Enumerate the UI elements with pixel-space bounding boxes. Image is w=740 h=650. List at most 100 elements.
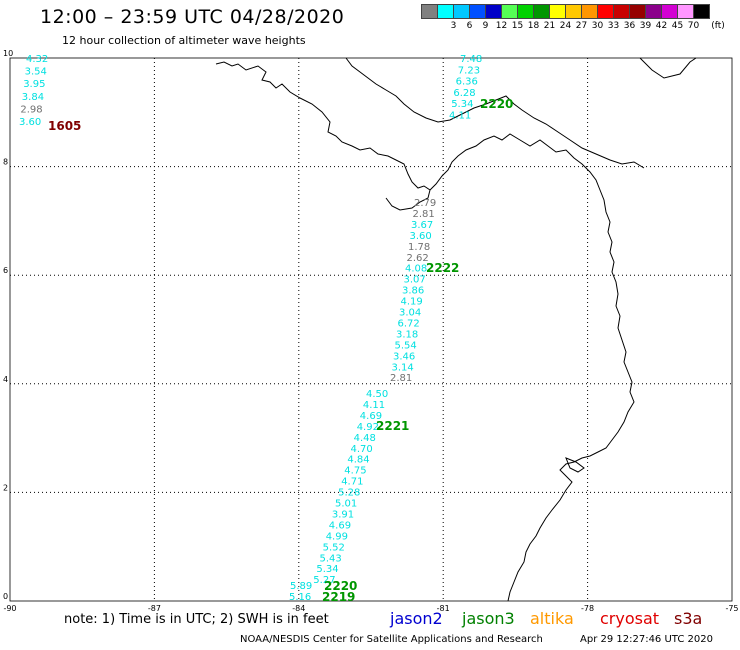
wave-height-value: 5.34 [316, 564, 338, 575]
wave-height-value: 3.86 [402, 286, 424, 297]
wave-height-value: 7.23 [458, 65, 480, 76]
credit-line: NOAA/NESDIS Center for Satellite Applica… [240, 634, 543, 645]
legend-jason2: jason2 [390, 609, 443, 628]
wave-height-value: 3.07 [404, 275, 426, 286]
wave-height-value: 3.04 [399, 308, 421, 319]
pass-time-label: 2220 [480, 97, 513, 111]
wave-height-value: 2.81 [390, 373, 412, 384]
wave-height-value: 4.92 [357, 422, 379, 433]
coastline [215, 61, 635, 602]
map-subtitle: 12 hour collection of altimeter wave hei… [62, 34, 306, 47]
wave-height-value: 2.81 [413, 209, 435, 220]
wave-height-value: 5.52 [323, 542, 345, 553]
color-scale-label: 12 [495, 21, 508, 31]
pass-time-label: 2222 [426, 261, 459, 275]
lat-tick-label: 2 [3, 483, 8, 492]
wave-height-value: 4.69 [360, 411, 382, 422]
generated-timestamp: Apr 29 12:27:46 UTC 2020 [580, 634, 713, 645]
color-scale-swatch [693, 4, 710, 19]
color-scale-label: 30 [591, 21, 604, 31]
coastline-north [345, 57, 645, 169]
lat-tick-label: 10 [3, 49, 13, 58]
color-scale-label: 3 [450, 21, 457, 31]
wave-height-value: 4.19 [401, 297, 423, 308]
color-scale-label: 36 [623, 21, 636, 31]
wave-height-value: 3.14 [392, 362, 414, 373]
lon-tick-label: -81 [437, 604, 450, 613]
wave-height-value: 4.71 [341, 477, 363, 488]
wave-height-value: 3.54 [25, 67, 47, 78]
lat-tick-label: 6 [3, 266, 8, 275]
wave-height-value: 4.32 [26, 54, 48, 65]
wave-height-value: 5.34 [451, 99, 473, 110]
pass-time-label: 2221 [376, 419, 409, 433]
wave-height-value: 3.67 [411, 220, 433, 231]
color-scale-label: 18 [527, 21, 540, 31]
wave-height-value: 4.11 [363, 400, 385, 411]
wave-height-value: 3.84 [22, 92, 44, 103]
wave-height-value: 2.62 [407, 253, 429, 264]
color-scale-label: 45 [671, 21, 684, 31]
wave-height-value: 3.91 [332, 509, 354, 520]
wave-height-value: 4.75 [344, 466, 366, 477]
color-scale-label: 70 [687, 21, 700, 31]
wave-height-value: 4.99 [326, 531, 348, 542]
wave-height-value: 6.36 [456, 77, 478, 88]
pass-time-label: 2219 [322, 590, 355, 604]
footer-note: note: 1) Time is in UTC; 2) SWH is in fe… [64, 612, 329, 627]
lat-tick-label: 8 [3, 158, 8, 167]
color-scale-label: 27 [575, 21, 588, 31]
lat-tick-label: 0 [3, 592, 8, 601]
color-scale-unit: (ft) [711, 21, 725, 31]
wave-height-value: 3.95 [23, 79, 45, 90]
color-scale-label: 9 [482, 21, 489, 31]
coastline-island [639, 57, 697, 79]
color-scale-label: 24 [559, 21, 572, 31]
wave-height-value: 5.27 [313, 575, 335, 586]
wave-height-value: 3.60 [19, 117, 41, 128]
wave-height-value: 4.69 [329, 520, 351, 531]
lon-tick-label: -87 [148, 604, 161, 613]
legend-jason3: jason3 [462, 609, 515, 628]
wave-height-value: 5.28 [338, 488, 360, 499]
wave-height-value: 4.70 [351, 444, 373, 455]
color-scale-label: 33 [607, 21, 620, 31]
lon-tick-label: -84 [292, 604, 305, 613]
wave-height-value: 3.18 [396, 329, 418, 340]
wave-height-value: 5.01 [335, 499, 357, 510]
wave-height-value: 4.50 [366, 389, 388, 400]
wave-height-value: 3.60 [410, 231, 432, 242]
wave-height-color-scale [421, 4, 710, 19]
pass-time-label: 1605 [48, 119, 81, 133]
map-title: 12:00 – 23:59 UTC 04/28/2020 [40, 6, 345, 28]
wave-height-value: 2.79 [414, 198, 436, 209]
color-scale-label: 6 [466, 21, 473, 31]
wave-height-value: 5.43 [320, 553, 342, 564]
legend-altika: altika [530, 609, 574, 628]
lon-tick-label: -90 [3, 604, 16, 613]
wave-height-value: 5.16 [289, 592, 311, 603]
legend-cryosat: cryosat [600, 609, 660, 628]
color-scale-label: 39 [639, 21, 652, 31]
wave-height-value: 6.72 [398, 318, 420, 329]
wave-height-value: 3.46 [393, 351, 415, 362]
wave-height-value: 4.11 [449, 111, 471, 122]
wave-height-value: 5.54 [395, 340, 417, 351]
map-frame [9, 57, 733, 602]
wave-height-value: 4.84 [347, 455, 369, 466]
wave-height-value: 6.28 [453, 88, 475, 99]
legend-s3a: s3a [674, 609, 703, 628]
wave-height-value: 5.89 [290, 581, 312, 592]
wave-height-value: 4.08 [405, 264, 427, 275]
lat-tick-label: 4 [3, 375, 8, 384]
color-scale-label: 42 [655, 21, 668, 31]
pass-time-label: 2220 [324, 579, 357, 593]
lon-tick-label: -75 [725, 604, 738, 613]
coastline-gulf [565, 457, 585, 473]
wave-height-value: 2.98 [20, 104, 42, 115]
color-scale-label: 21 [543, 21, 556, 31]
wave-height-value: 7.48 [460, 54, 482, 65]
wave-height-value: 1.78 [408, 242, 430, 253]
wave-height-value: 4.48 [354, 433, 376, 444]
